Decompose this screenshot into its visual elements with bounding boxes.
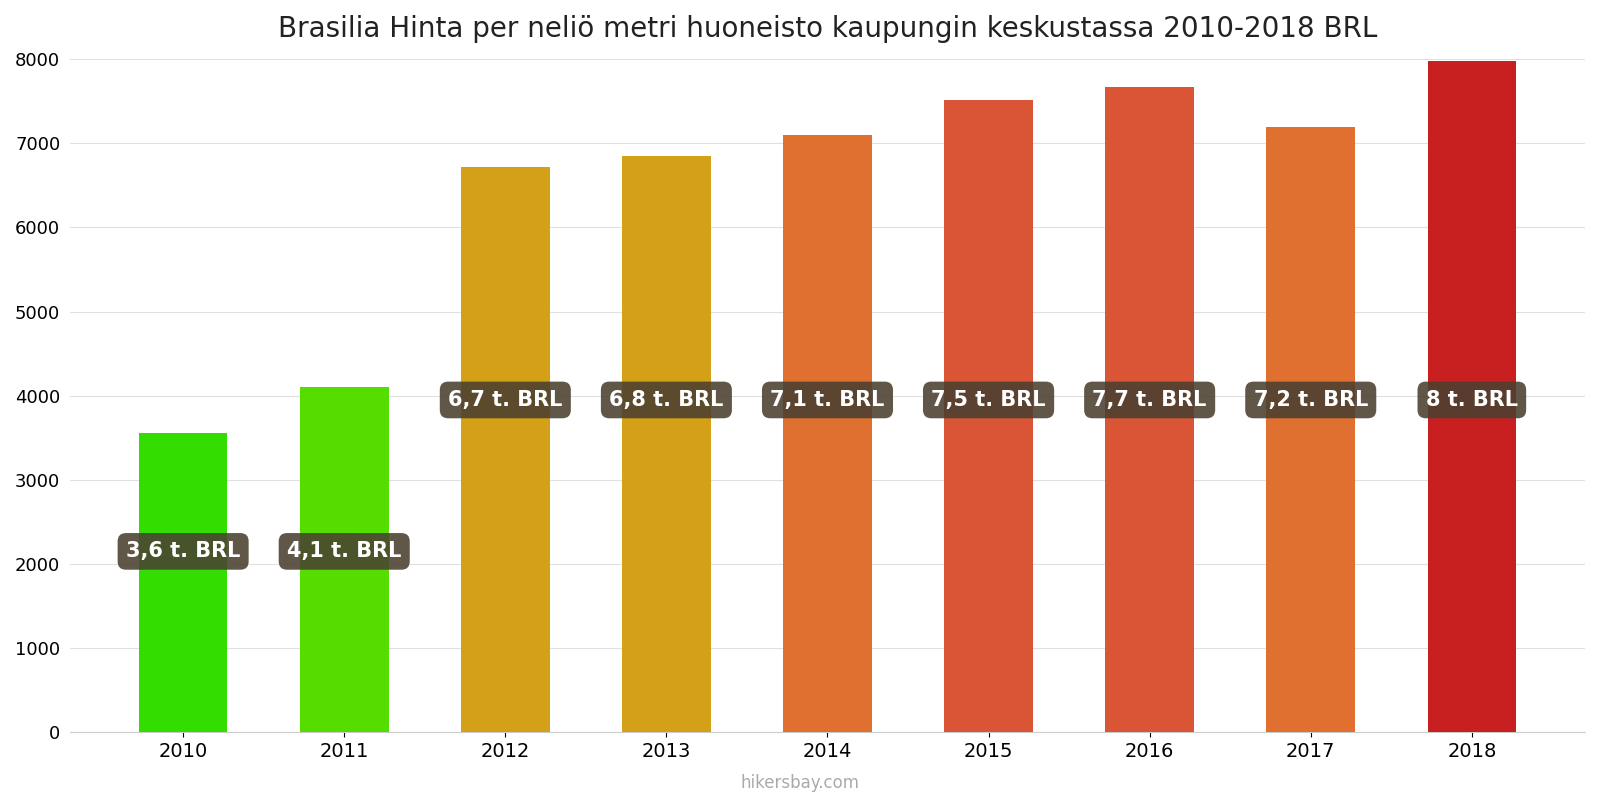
Bar (139, 433, 227, 732)
Text: hikersbay.com: hikersbay.com (741, 774, 859, 792)
Bar (299, 387, 389, 732)
Text: 7,2 t. BRL: 7,2 t. BRL (1253, 390, 1368, 410)
Bar (461, 167, 550, 732)
Bar (1106, 87, 1194, 732)
Text: 6,7 t. BRL: 6,7 t. BRL (448, 390, 563, 410)
Text: 7,7 t. BRL: 7,7 t. BRL (1093, 390, 1206, 410)
Title: Brasilia Hinta per neliö metri huoneisto kaupungin keskustassa 2010-2018 BRL: Brasilia Hinta per neliö metri huoneisto… (278, 15, 1378, 43)
Text: 7,5 t. BRL: 7,5 t. BRL (931, 390, 1046, 410)
Bar (1267, 126, 1355, 732)
Text: 8 t. BRL: 8 t. BRL (1426, 390, 1518, 410)
Bar (782, 135, 872, 732)
Text: 4,1 t. BRL: 4,1 t. BRL (286, 542, 402, 562)
Bar (944, 100, 1034, 732)
Text: 6,8 t. BRL: 6,8 t. BRL (610, 390, 723, 410)
Text: 3,6 t. BRL: 3,6 t. BRL (126, 542, 240, 562)
Bar (1427, 61, 1517, 732)
Text: 7,1 t. BRL: 7,1 t. BRL (770, 390, 885, 410)
Bar (622, 156, 710, 732)
